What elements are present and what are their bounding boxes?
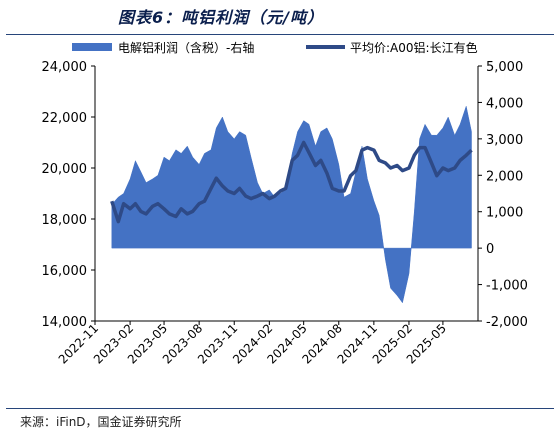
right-tick-label: 0 bbox=[486, 242, 494, 257]
right-tick-label: 3,000 bbox=[486, 133, 523, 148]
legend-label-area: 电解铝利润（含税）-右轴 bbox=[118, 40, 254, 55]
left-tick-label: 14,000 bbox=[42, 315, 88, 330]
profit-area bbox=[111, 105, 472, 304]
source-note: 来源：iFinD，国金证券研究所 bbox=[20, 415, 182, 429]
right-tick-label: 2,000 bbox=[486, 169, 523, 184]
profit-area-series bbox=[111, 105, 472, 304]
left-tick-label: 18,000 bbox=[42, 213, 88, 228]
right-tick-label: 4,000 bbox=[486, 96, 523, 111]
right-tick-label: -2,000 bbox=[486, 315, 528, 330]
plot-area: 14,000 16,000 18,000 20,000 22,000 24,000 -2,0… bbox=[42, 60, 528, 367]
right-tick-label: 1,000 bbox=[486, 206, 523, 221]
legend-label-line: 平均价:A00铝:长江有色 bbox=[350, 40, 478, 55]
chart-title: 图表6：吨铝利润（元/吨） bbox=[118, 8, 324, 27]
price-line bbox=[110, 140, 473, 224]
left-tick-label: 24,000 bbox=[42, 60, 88, 75]
left-tick-label: 16,000 bbox=[42, 264, 88, 279]
chart: 电解铝利润（含税）-右轴 平均价:A00铝:长江有色 14,00016,0001… bbox=[42, 40, 528, 367]
left-tick-label: 20,000 bbox=[42, 162, 88, 177]
right-tick-label: 5,000 bbox=[486, 60, 523, 75]
title-divider bbox=[6, 34, 554, 35]
source-divider bbox=[6, 408, 554, 409]
right-tick-label: -1,000 bbox=[486, 279, 528, 294]
legend: 电解铝利润（含税）-右轴 平均价:A00铝:长江有色 bbox=[72, 40, 478, 55]
price-line-series bbox=[110, 140, 473, 224]
legend-swatch-area bbox=[72, 43, 112, 51]
left-tick-label: 22,000 bbox=[42, 111, 88, 126]
